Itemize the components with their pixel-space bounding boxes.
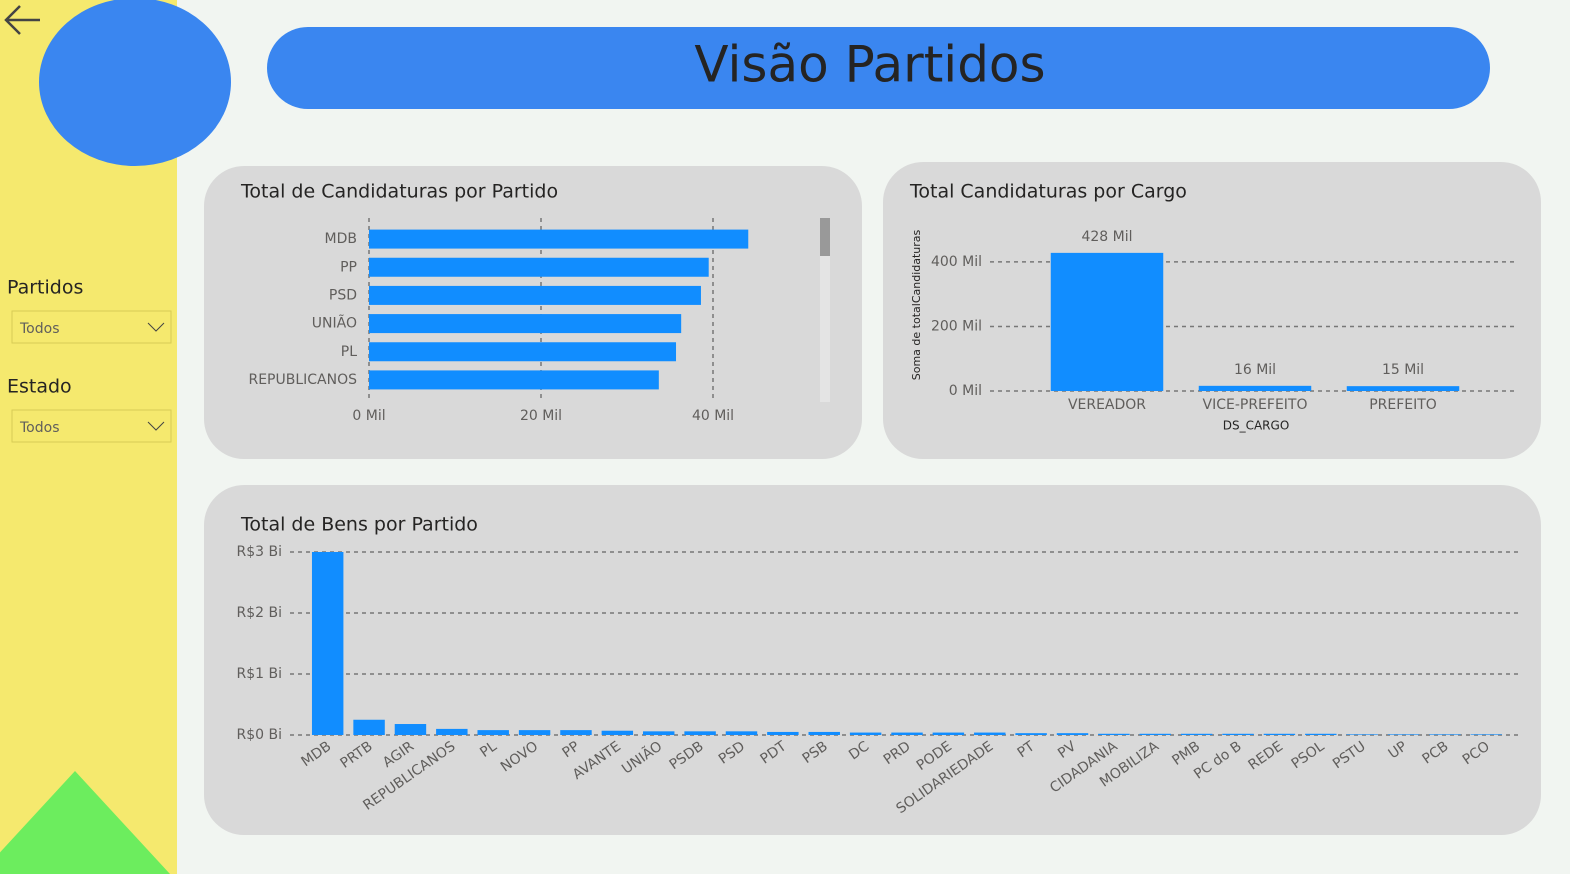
y-tick-label: PSD — [329, 287, 357, 303]
bar — [1387, 734, 1420, 735]
bar — [849, 732, 882, 735]
y-axis-title: Soma de totalCandidaturas — [910, 229, 923, 380]
bar — [369, 229, 749, 249]
y-tick-label: MDB — [325, 231, 357, 247]
bar — [1305, 733, 1337, 735]
bar — [1180, 733, 1213, 735]
bar — [932, 732, 965, 735]
bar — [1098, 733, 1130, 735]
dropdown[interactable] — [11, 310, 172, 344]
page-title: Visão Partidos — [694, 36, 1045, 94]
x-tick-label: 0 Mil — [352, 408, 385, 424]
data-label: 15 Mil — [1382, 362, 1424, 378]
bar — [369, 285, 701, 305]
title-bar — [267, 27, 1490, 109]
bar — [1050, 252, 1164, 391]
y-tick-label: PL — [341, 344, 357, 360]
y-tick-label: UNIÃO — [312, 315, 357, 332]
bar — [643, 731, 675, 735]
card — [204, 485, 1541, 835]
dropdown-arrow — [147, 322, 165, 332]
data-label: 428 Mil — [1081, 229, 1132, 245]
bar — [518, 730, 551, 735]
bar — [725, 731, 758, 735]
bar — [767, 731, 799, 735]
bar — [353, 719, 385, 735]
bar — [1346, 386, 1460, 391]
chart-title: Total de Bens por Partido — [240, 514, 478, 536]
bar — [601, 730, 634, 735]
bar — [560, 730, 592, 735]
x-tick-label: VEREADOR — [1068, 397, 1146, 413]
x-axis-title: DS_CARGO — [1223, 419, 1290, 433]
bar — [311, 552, 344, 735]
back-button[interactable] — [4, 5, 40, 35]
logo-circle — [39, 0, 231, 166]
bar — [477, 730, 509, 735]
bar — [1263, 733, 1296, 735]
y-tick-label: REPUBLICANOS — [248, 372, 357, 388]
data-label: 16 Mil — [1234, 362, 1276, 378]
bar — [1346, 734, 1378, 735]
bar — [1056, 733, 1089, 735]
y-tick-label: 200 Mil — [931, 318, 982, 334]
y-tick-label: 0 Mil — [949, 383, 982, 399]
filter-label: Estado — [7, 376, 72, 398]
bar — [369, 342, 677, 362]
bar — [1015, 733, 1047, 735]
bar — [369, 257, 709, 277]
bar — [808, 731, 840, 735]
bar — [369, 314, 682, 334]
y-tick-label: R$0 Bi — [237, 727, 283, 743]
x-tick-label: 20 Mil — [520, 408, 562, 424]
bar — [1222, 733, 1254, 735]
scrollbar[interactable] — [820, 218, 830, 402]
decor-triangle — [0, 771, 170, 874]
y-tick-label: R$3 Bi — [237, 544, 283, 560]
card — [883, 162, 1541, 459]
y-tick-label: 400 Mil — [931, 254, 982, 270]
scroll-thumb[interactable] — [820, 218, 830, 256]
x-tick-label: PL — [477, 738, 500, 761]
y-tick-label: PP — [340, 259, 357, 275]
dropdown[interactable] — [11, 409, 172, 443]
x-tick-label: 40 Mil — [692, 408, 734, 424]
y-tick-label: R$1 Bi — [237, 666, 283, 682]
x-tick-label: VICE-PREFEITO — [1203, 397, 1308, 413]
bar — [436, 728, 468, 735]
dropdown-value: Todos — [19, 321, 59, 337]
filter-label: Partidos — [7, 277, 83, 299]
y-tick-label: R$2 Bi — [237, 605, 283, 621]
bar — [1470, 734, 1503, 735]
bar — [684, 731, 716, 735]
bar — [1429, 734, 1461, 735]
dropdown-value: Todos — [19, 420, 59, 436]
bar — [974, 732, 1006, 735]
bar — [1139, 733, 1171, 735]
chart-title: Total de Candidaturas por Partido — [240, 181, 558, 203]
chart-title: Total Candidaturas por Cargo — [909, 181, 1187, 203]
x-tick-label: PREFEITO — [1369, 397, 1437, 413]
dropdown-arrow — [147, 421, 165, 431]
x-tick-label: PP — [560, 738, 583, 761]
bar — [1198, 385, 1312, 391]
bar — [394, 724, 427, 735]
bar — [369, 370, 659, 390]
bar — [891, 732, 923, 735]
